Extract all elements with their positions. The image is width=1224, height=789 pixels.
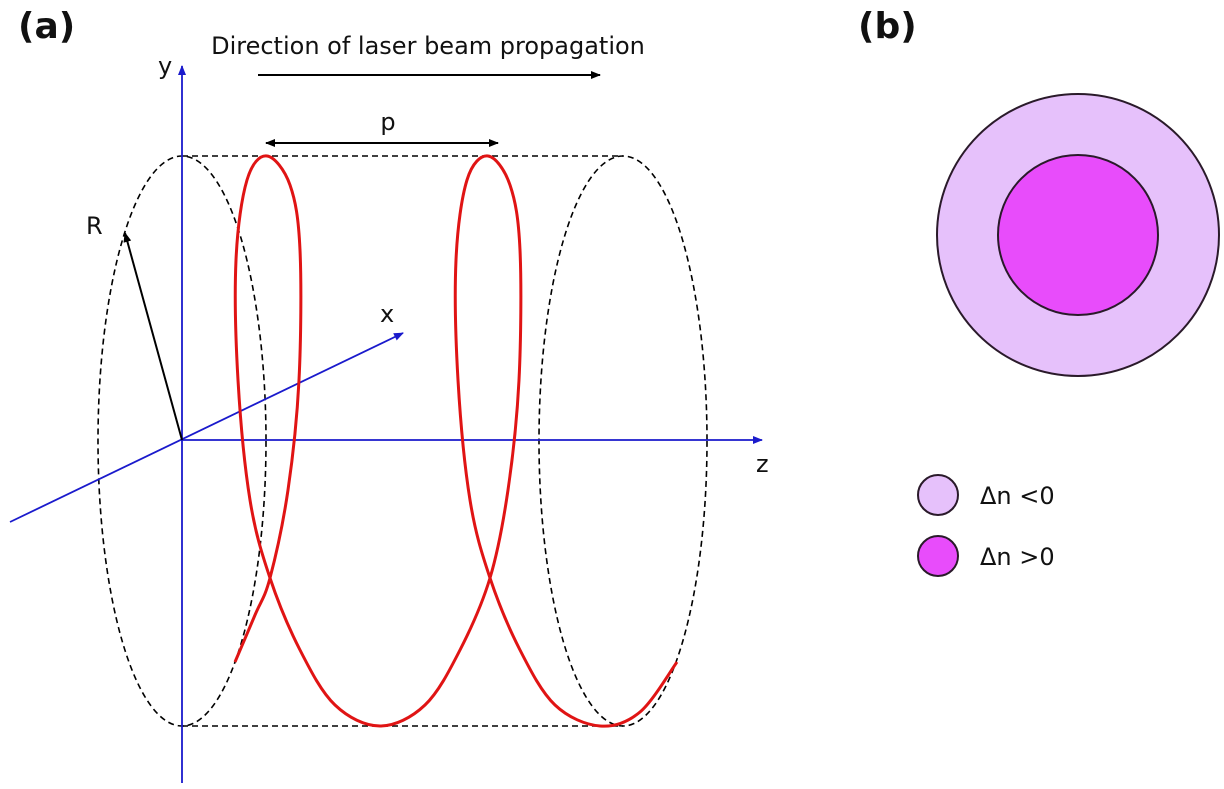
panel-label: (b) bbox=[858, 6, 917, 47]
legend-label: Δn <0 bbox=[980, 482, 1055, 510]
radius-label: R bbox=[86, 212, 103, 240]
cylinder bbox=[97, 155, 708, 727]
legend-label: Δn >0 bbox=[980, 543, 1055, 571]
pitch-label: p bbox=[380, 108, 395, 136]
inner-region bbox=[997, 154, 1159, 316]
legend-swatch bbox=[917, 535, 959, 577]
axis-label: z bbox=[756, 450, 769, 478]
legend-swatch bbox=[917, 474, 959, 516]
caption: Direction of laser beam propagation bbox=[211, 32, 645, 60]
helix bbox=[233, 154, 679, 728]
axes bbox=[9, 65, 763, 783]
panel-label: (a) bbox=[18, 6, 75, 47]
radius-arrow bbox=[123, 232, 183, 441]
axis-label: y bbox=[158, 52, 172, 80]
axis-label: x bbox=[380, 300, 394, 328]
